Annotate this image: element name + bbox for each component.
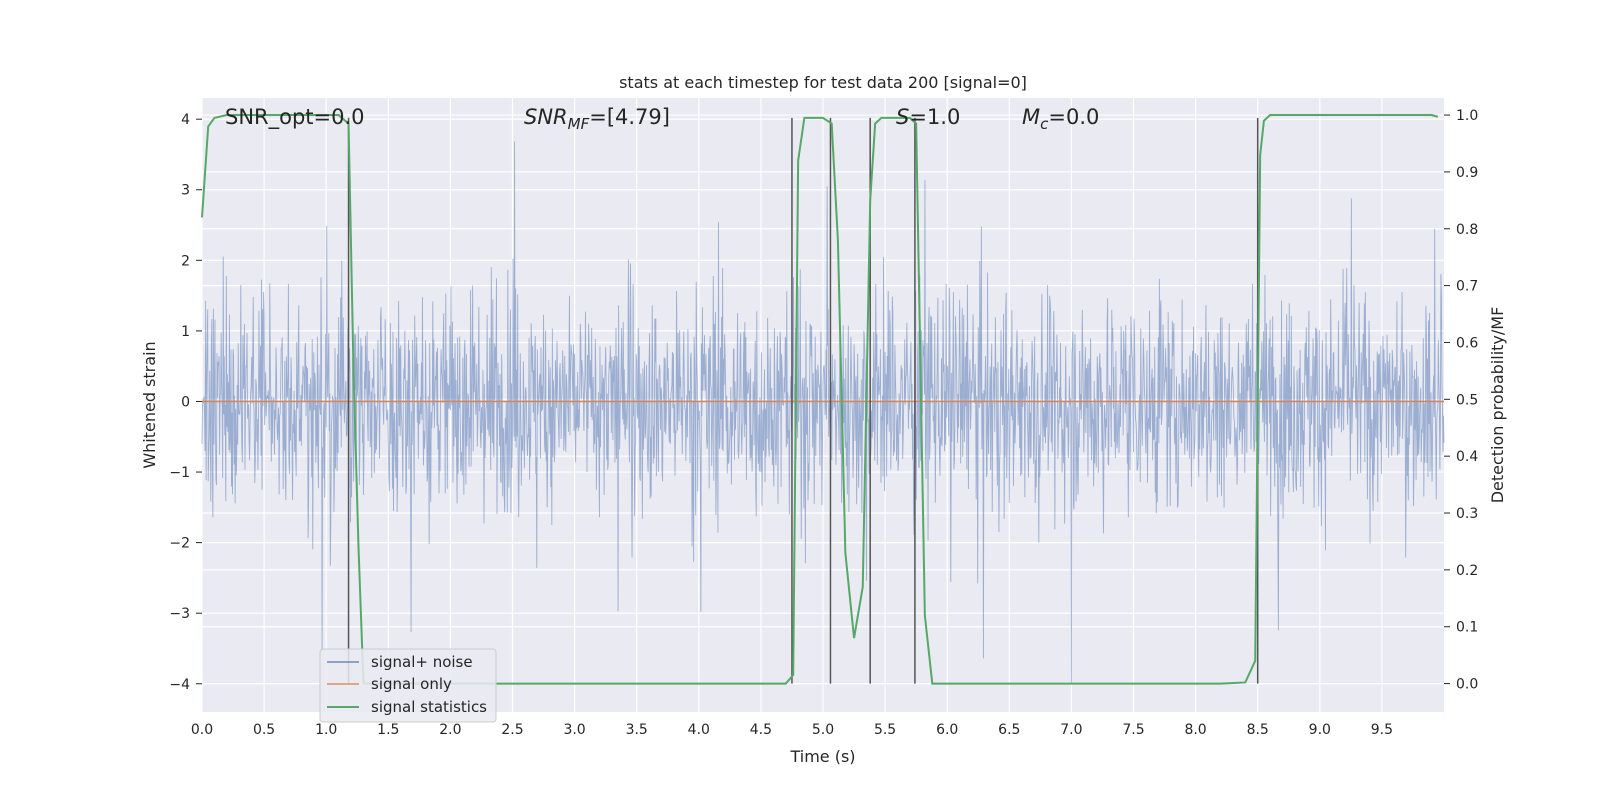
legend-label-signal-noise: signal+ noise [371, 653, 473, 671]
x-tick-label: 4.5 [750, 722, 772, 738]
y-left-tick-label: 2 [181, 253, 190, 269]
y-right-tick-label: 0.1 [1456, 620, 1478, 636]
y-right-tick-label: 0.3 [1456, 506, 1478, 522]
y-left-tick-label: −4 [169, 677, 190, 693]
x-tick-label: 1.5 [377, 722, 399, 738]
x-tick-label: 4.0 [688, 722, 710, 738]
noise-line [201, 141, 1445, 684]
y-right-tick-label: 0.8 [1456, 222, 1478, 238]
legend-label-signal-only: signal only [371, 675, 452, 693]
x-axis-label: Time (s) [789, 747, 855, 766]
y-right-tick-label: 0.7 [1456, 279, 1478, 295]
signal-statistics-line [201, 114, 1439, 685]
annotation-s: S=1.0 [896, 105, 960, 129]
x-tick-label: 8.5 [1247, 722, 1269, 738]
y-right-tick-label: 0.2 [1456, 563, 1478, 579]
y-left-tick-label: 4 [181, 112, 190, 128]
x-tick-label: 5.0 [812, 722, 834, 738]
y-axis-right-ticks: 1.0 0.9 0.8 0.7 0.6 0.5 0.4 0.3 0.2 0.1 0.0 [1444, 108, 1478, 693]
x-axis-ticks: 0.0 0.5 1.0 1.5 2.0 2.5 3.0 3.5 4.0 4.5 5.0 5.5 6.0 6… [191, 722, 1393, 738]
x-tick-label: 3.5 [626, 722, 648, 738]
x-tick-label: 3.0 [563, 722, 585, 738]
y-right-tick-label: 0.4 [1456, 449, 1478, 465]
x-tick-label: 1.0 [315, 722, 337, 738]
annotation-mc: Mc=0.0 [1022, 105, 1099, 133]
y-axis-left-label: Whitened strain [140, 341, 159, 468]
y-axis-left-ticks: 4 3 2 1 0 −1 −2 −3 −4 [169, 112, 202, 693]
y-left-tick-label: 1 [181, 324, 190, 340]
x-tick-label: 2.0 [439, 722, 461, 738]
y-left-tick-label: −1 [169, 465, 190, 481]
x-tick-label: 8.0 [1184, 722, 1206, 738]
series-signal-statistics [201, 114, 1439, 685]
chart-title: stats at each timestep for test data 200… [619, 73, 1027, 92]
x-tick-label: 9.5 [1371, 722, 1393, 738]
y-left-tick-label: 3 [181, 183, 190, 199]
y-left-tick-label: −2 [169, 536, 190, 552]
y-right-tick-label: 0.5 [1456, 392, 1478, 408]
x-tick-label: 7.0 [1060, 722, 1082, 738]
y-right-tick-label: 0.0 [1456, 677, 1478, 693]
annotation-snr-opt: SNR_opt=0.0 [225, 105, 365, 130]
annotation-snr-mf: SNRMF=[4.79] [524, 105, 670, 133]
x-tick-label: 9.0 [1309, 722, 1331, 738]
y-right-tick-label: 1.0 [1456, 108, 1478, 124]
x-tick-label: 6.5 [998, 722, 1020, 738]
legend-box [319, 648, 497, 723]
x-tick-label: 7.5 [1122, 722, 1144, 738]
legend: signal+ noise signal only signal statist… [319, 648, 497, 723]
x-tick-label: 0.0 [191, 722, 213, 738]
x-tick-label: 0.5 [253, 722, 275, 738]
series-signal-noise [201, 141, 1445, 684]
y-left-tick-label: 0 [181, 394, 190, 410]
x-tick-label: 6.0 [936, 722, 958, 738]
y-left-tick-label: −3 [169, 606, 190, 622]
y-right-tick-label: 0.9 [1456, 165, 1478, 181]
x-tick-label: 2.5 [501, 722, 523, 738]
x-tick-label: 5.5 [874, 722, 896, 738]
legend-label-signal-statistics: signal statistics [371, 698, 487, 716]
y-right-tick-label: 0.6 [1456, 335, 1478, 351]
y-axis-right-label: Detection probability/MF [1488, 307, 1507, 504]
